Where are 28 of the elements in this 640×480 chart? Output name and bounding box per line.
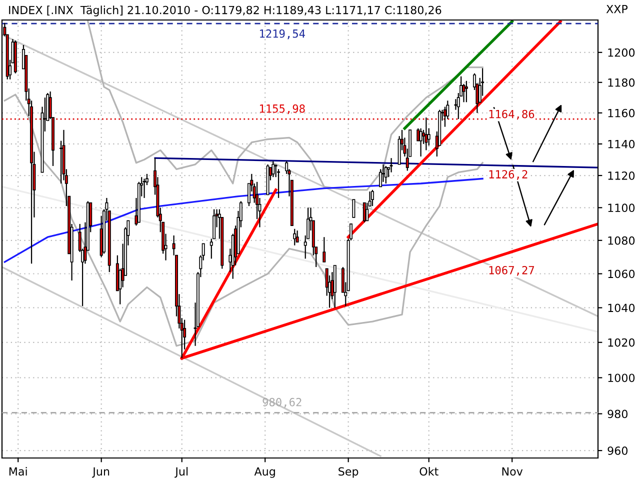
ref-line-label: 980,62 (262, 398, 302, 408)
x-tick-label: Nov (502, 467, 523, 476)
y-tick-label: 1040 (608, 304, 635, 312)
y-tick-label: 1000 (608, 374, 635, 382)
y-tick-label: 1140 (608, 140, 635, 148)
ref-line-label: 1219,54 (260, 29, 305, 40)
y-tick-label: 1180 (608, 78, 635, 87)
y-tick-label: 960 (608, 446, 628, 455)
chart-title: INDEX [.INX Täglich] 21.10.2010 - O:1179,82 H:1189,43 L:1171,17 C:1180,26 (9, 6, 442, 16)
ref-line-label: 1155,98 (260, 104, 305, 114)
text: XXP (606, 4, 628, 14)
annotation: 1164,86 (489, 110, 534, 120)
y-tick-label: 1020 (608, 338, 635, 347)
y-tick-label: 1100 (608, 204, 635, 212)
x-tick-label: Jun (92, 467, 110, 478)
y-tick-label: 1120 (608, 171, 635, 180)
x-tick-label: Aug (254, 467, 275, 478)
y-tick-label: 980 (608, 410, 628, 418)
y-tick-label: 1080 (608, 236, 635, 245)
y-tick-label: 1160 (608, 108, 635, 118)
x-tick-label: Mai (9, 467, 27, 476)
x-tick-label: Okt (420, 467, 438, 476)
annotation: 1067,27 (489, 266, 534, 276)
x-tick-label: Sep (338, 467, 358, 478)
y-tick-label: 1060 (608, 270, 635, 278)
x-tick-label: Jul (174, 467, 188, 478)
y-tick-label: 1200 (608, 48, 635, 57)
annotation: 1126,2 (489, 170, 528, 180)
